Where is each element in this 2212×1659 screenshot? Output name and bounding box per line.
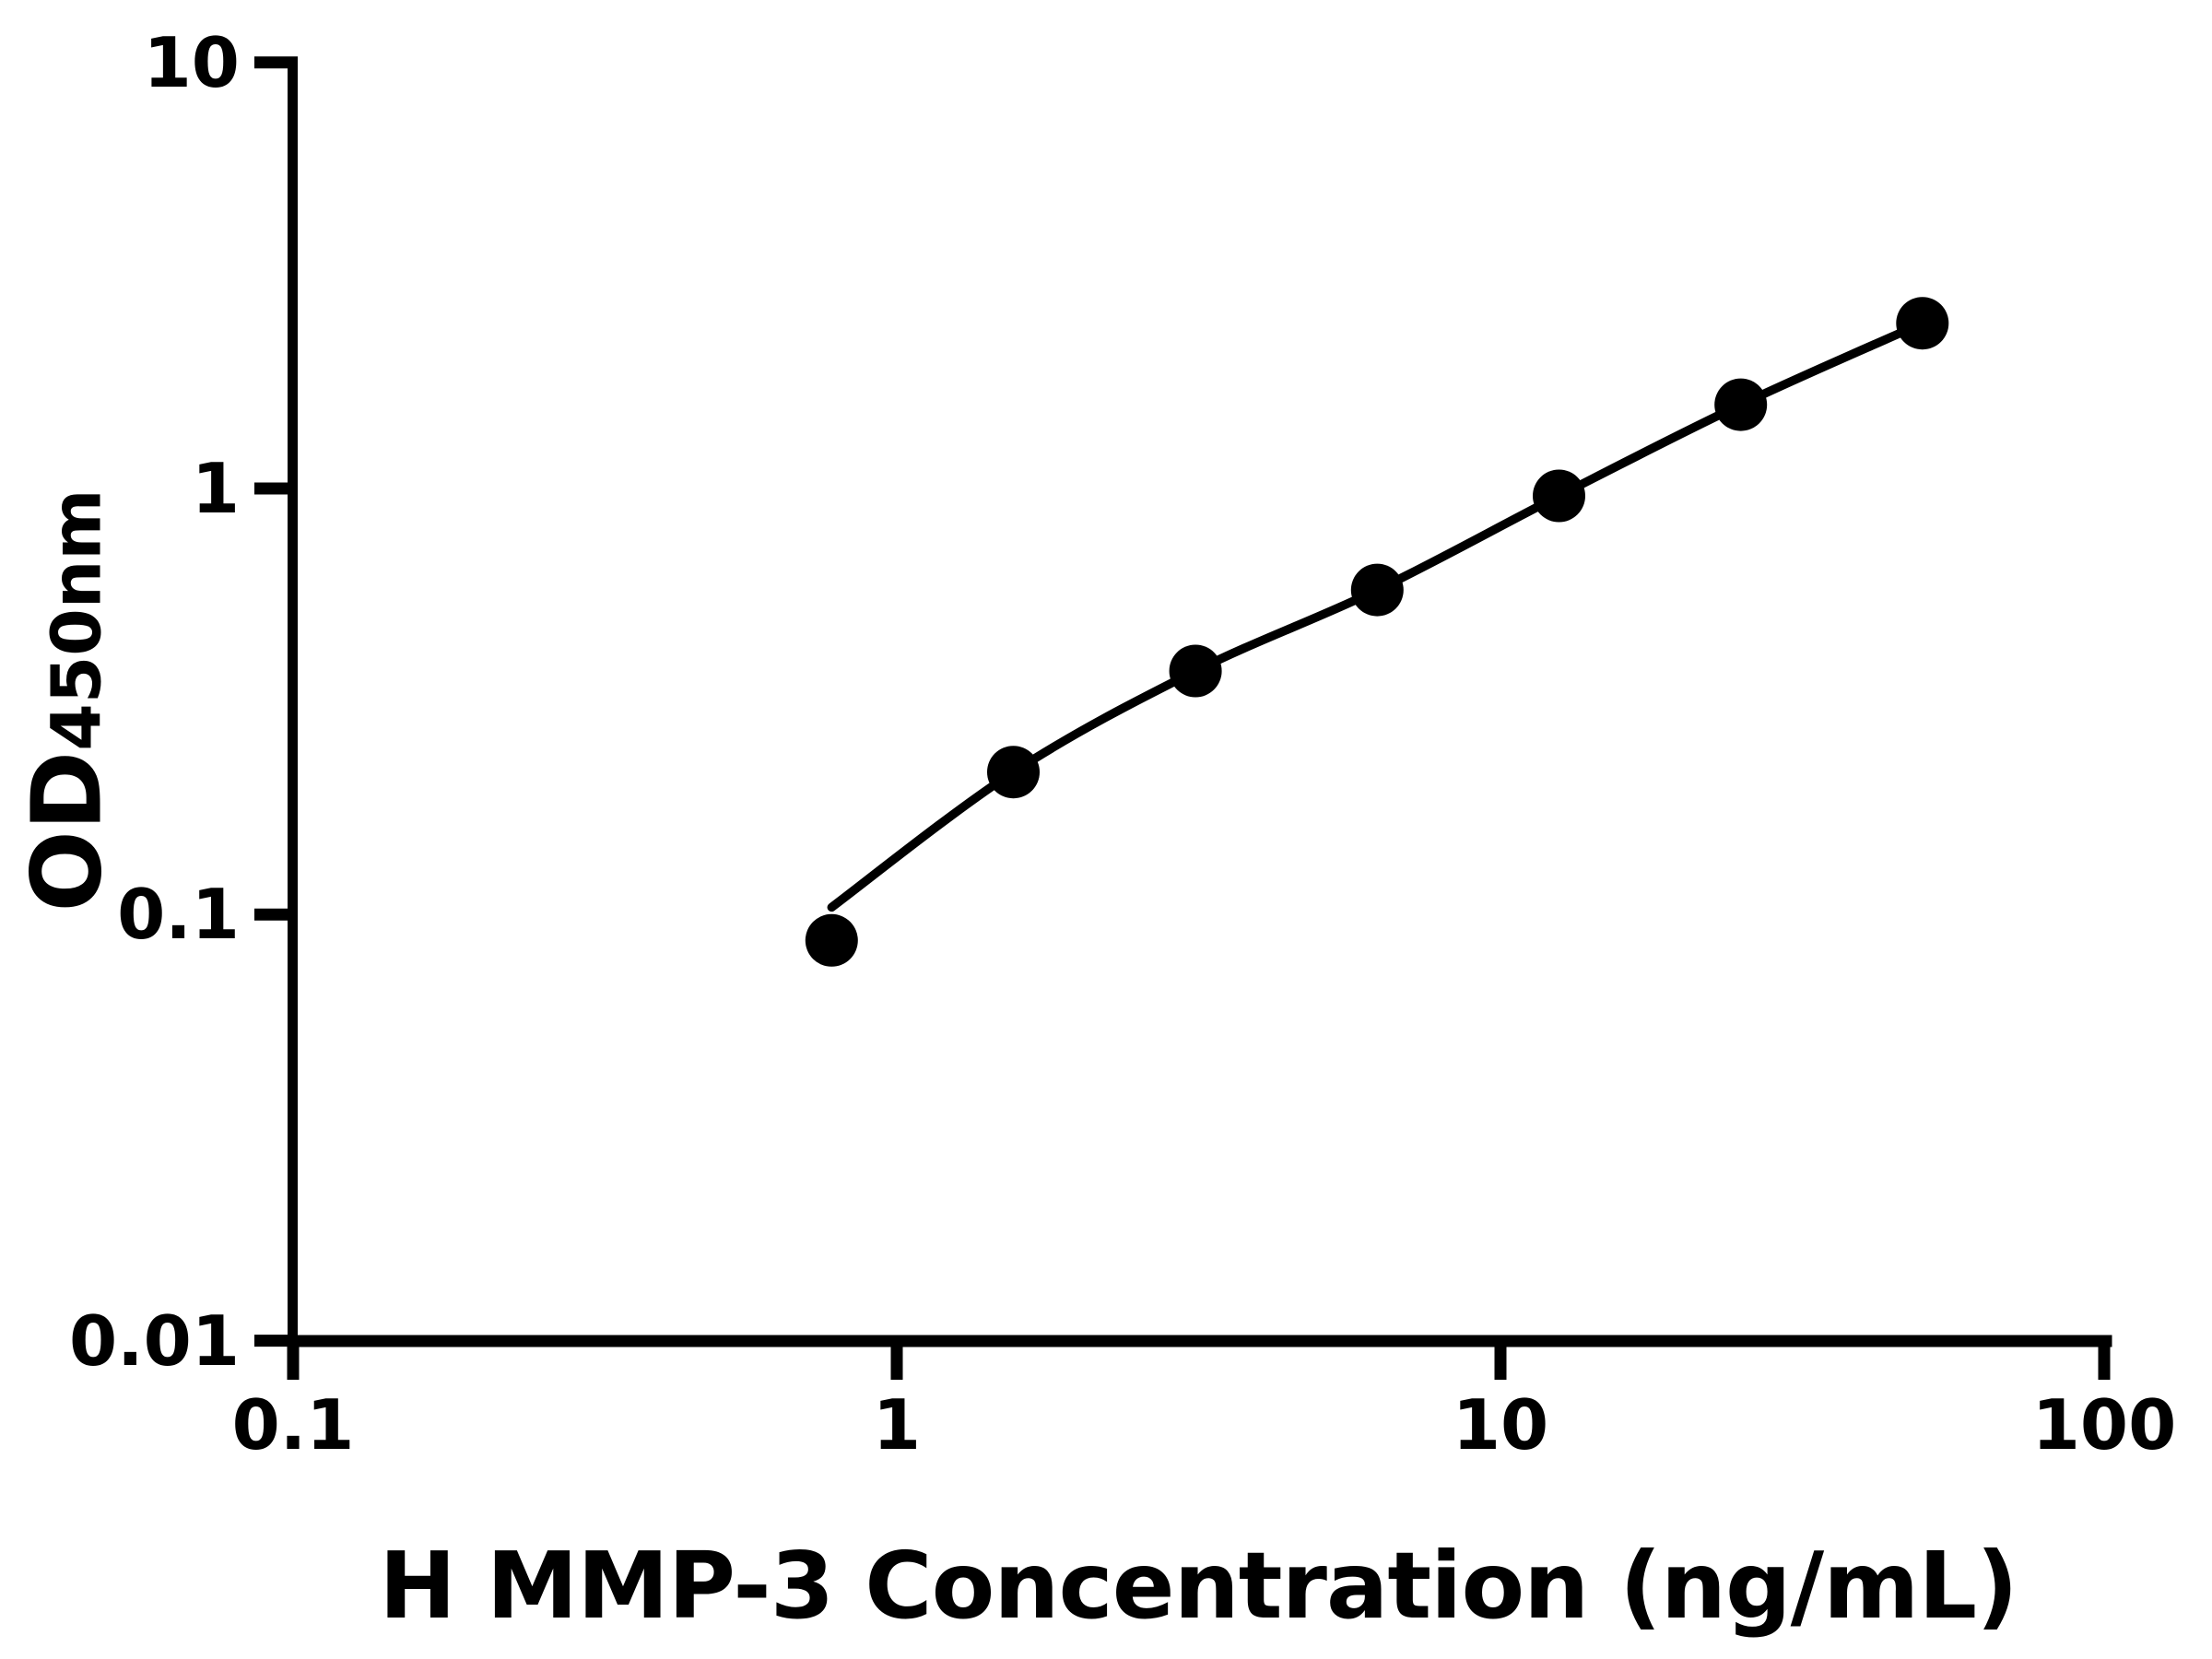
x-axis-title: H MMP-3 Concentration (ng/mL) [379, 1532, 2018, 1640]
y-tick-label: 1 [191, 448, 240, 529]
data-point-marker [987, 746, 1040, 799]
y-tick-label: 10 [143, 21, 240, 103]
data-point-marker [1350, 563, 1404, 617]
data-point-marker [805, 913, 858, 967]
data-point-marker [1714, 378, 1768, 431]
x-tick-label: 0.1 [231, 1384, 355, 1465]
data-point-marker [1896, 297, 1949, 350]
y-axis-title-subscript: 450nm [37, 488, 117, 751]
x-tick-label: 1 [872, 1384, 922, 1465]
x-tick-label: 10 [1452, 1384, 1549, 1465]
y-axis-title: OD450nm [11, 488, 125, 912]
data-point-marker [1533, 469, 1585, 523]
y-tick-label: 0.1 [117, 874, 240, 956]
x-tick-label: 100 [2031, 1384, 2177, 1465]
data-point-marker [1169, 644, 1222, 698]
y-tick-label: 0.01 [68, 1300, 240, 1382]
